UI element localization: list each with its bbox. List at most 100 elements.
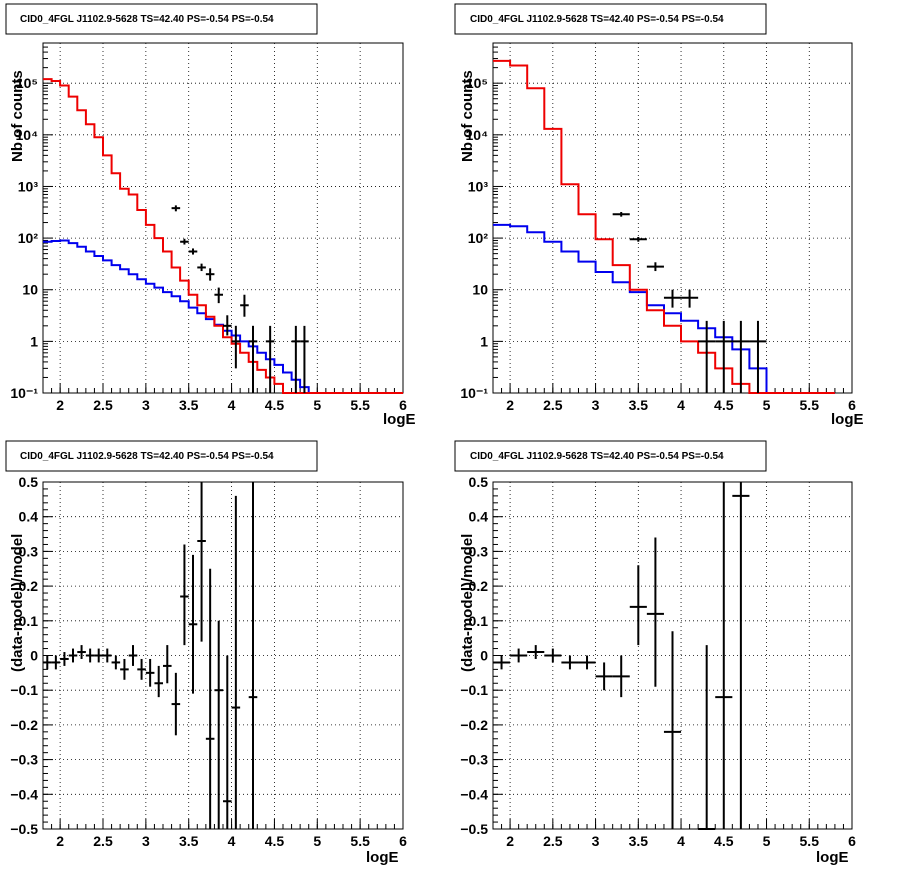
y-tick-label: −0.2 xyxy=(10,717,38,733)
x-tick-label: 5 xyxy=(313,833,321,849)
y-tick-label: 0.4 xyxy=(469,509,489,525)
y-tick-label: 0.3 xyxy=(469,543,489,559)
data-point xyxy=(248,482,258,829)
x-tick-label: 5.5 xyxy=(350,397,370,413)
panel-counts-right: CID0_4FGL J1102.9-5628 TS=42.40 PS=-0.54… xyxy=(454,3,864,428)
data-point xyxy=(205,568,215,829)
y-tick-label: −0.4 xyxy=(460,786,488,802)
y-tick-label: 0.1 xyxy=(469,613,489,629)
y-tick-label: 0.1 xyxy=(19,613,39,629)
model-blue-line xyxy=(43,239,403,394)
panel-title: CID0_4FGL J1102.9-5628 TS=42.40 PS=-0.54… xyxy=(20,14,274,25)
data-point xyxy=(698,320,716,393)
x-tick-label: 3 xyxy=(592,397,600,413)
data-point xyxy=(205,268,215,281)
data-point xyxy=(60,652,69,666)
data-point xyxy=(732,482,750,829)
data-point xyxy=(197,482,206,642)
data-point xyxy=(68,648,78,663)
y-tick-label: 10⁵ xyxy=(466,75,488,91)
x-axis-label: logE xyxy=(366,849,399,866)
data-point xyxy=(248,325,258,393)
x-tick-label: 2.5 xyxy=(543,397,563,413)
data-point xyxy=(197,263,206,272)
x-tick-label: 5 xyxy=(313,397,321,413)
data-point xyxy=(231,495,241,829)
x-tick-label: 4 xyxy=(228,833,236,849)
x-tick-label: 2 xyxy=(56,833,64,849)
data-point xyxy=(223,315,232,336)
data-point xyxy=(493,655,511,670)
data-point xyxy=(578,655,596,670)
x-tick-label: 5.5 xyxy=(350,833,370,849)
y-tick-label: −0.3 xyxy=(460,752,488,768)
y-axis-label: Nb of counts xyxy=(9,70,26,162)
data-point xyxy=(180,238,189,245)
data-point xyxy=(240,294,249,317)
data-point xyxy=(629,565,647,646)
y-tick-label: 1 xyxy=(30,333,38,349)
x-axis-label: logE xyxy=(831,411,864,428)
x-tick-label: 6 xyxy=(399,833,407,849)
y-tick-label: 10² xyxy=(18,230,39,246)
y-axis-label: (data-model)/model xyxy=(9,534,26,672)
y-tick-label: 0 xyxy=(480,648,488,664)
data-point xyxy=(595,662,613,691)
data-point xyxy=(663,631,682,829)
y-tick-label: −0.3 xyxy=(10,752,38,768)
panel-residuals-right: CID0_4FGL J1102.9-5628 TS=42.40 PS=-0.54… xyxy=(454,440,856,866)
x-tick-label: 2 xyxy=(56,397,64,413)
y-tick-label: 0.3 xyxy=(19,543,39,559)
y-axis-label: (data-model)/model xyxy=(459,534,476,672)
data-point xyxy=(154,665,163,698)
x-axis-label: logE xyxy=(816,849,849,866)
y-tick-label: 0.5 xyxy=(19,474,39,490)
data-point xyxy=(223,655,232,829)
x-tick-label: 3.5 xyxy=(179,397,199,413)
data-point xyxy=(663,289,682,308)
y-tick-label: 10 xyxy=(22,282,38,298)
data-point xyxy=(231,325,241,369)
data-point xyxy=(171,672,181,736)
data-point xyxy=(51,655,61,670)
data-point xyxy=(749,320,767,393)
x-tick-label: 6 xyxy=(848,397,856,413)
model-red-line xyxy=(493,59,835,394)
y-tick-label: 0.5 xyxy=(469,474,489,490)
x-tick-label: 2.5 xyxy=(93,833,113,849)
y-tick-label: 10³ xyxy=(18,178,39,194)
data-point xyxy=(77,645,86,659)
y-tick-label: −0.2 xyxy=(460,717,488,733)
x-tick-label: 3 xyxy=(142,833,150,849)
x-tick-label: 4.5 xyxy=(714,397,734,413)
data-point xyxy=(180,544,189,646)
y-tick-label: 10⁴ xyxy=(466,127,489,143)
data-point xyxy=(544,648,562,663)
x-tick-label: 5 xyxy=(763,397,771,413)
x-tick-label: 6 xyxy=(399,397,407,413)
data-point xyxy=(612,212,630,217)
data-point xyxy=(137,658,146,680)
x-tick-label: 4 xyxy=(228,397,236,413)
x-tick-label: 4.5 xyxy=(265,833,285,849)
panel-title: CID0_4FGL J1102.9-5628 TS=42.40 PS=-0.54… xyxy=(20,451,274,462)
data-point xyxy=(646,537,664,687)
y-tick-label: 10⁻¹ xyxy=(460,385,488,401)
x-tick-label: 4 xyxy=(677,833,685,849)
data-point xyxy=(128,645,138,666)
data-point xyxy=(214,620,223,829)
y-tick-label: 10 xyxy=(472,282,488,298)
x-tick-label: 3 xyxy=(592,833,600,849)
x-tick-label: 2 xyxy=(506,397,514,413)
data-point xyxy=(732,320,750,393)
data-point xyxy=(300,325,309,393)
data-point xyxy=(85,648,95,663)
data-point xyxy=(510,648,528,663)
y-tick-label: −0.5 xyxy=(460,821,488,837)
y-tick-label: 0.4 xyxy=(19,509,39,525)
panel-title: CID0_4FGL J1102.9-5628 TS=42.40 PS=-0.54… xyxy=(470,14,724,25)
data-point xyxy=(561,655,579,670)
data-point xyxy=(715,482,733,829)
x-tick-label: 4 xyxy=(677,397,685,413)
